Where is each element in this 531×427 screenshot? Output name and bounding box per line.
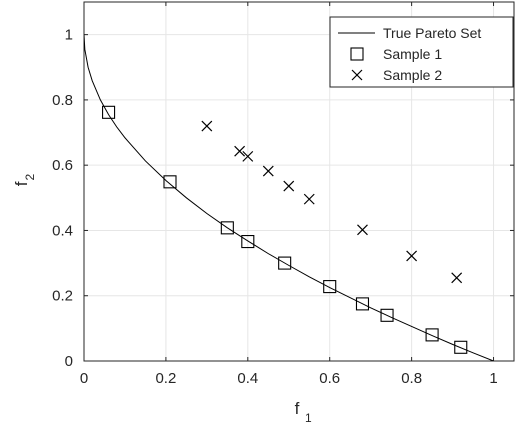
x-tick-label: 0.6 <box>319 370 340 387</box>
sample-1-point <box>323 280 337 294</box>
sample-2-point <box>234 145 246 157</box>
y-tick-label: 0.6 <box>52 157 73 174</box>
legend-box <box>329 16 514 88</box>
legend-label: Sample 1 <box>383 46 442 62</box>
legend: True Pareto Set Sample 1 Sample 2 <box>329 16 514 88</box>
legend-x-swatch <box>351 69 363 81</box>
sample-2-point <box>262 165 274 177</box>
sample-2-stroke <box>283 180 295 192</box>
sample-1-point <box>425 328 439 342</box>
pareto-line <box>84 34 494 361</box>
sample-2-point <box>242 150 254 162</box>
x-axis-label: f <box>295 399 300 418</box>
sample-1-point <box>454 340 468 354</box>
legend-x-stroke <box>351 69 363 81</box>
grid-lines <box>83 2 514 362</box>
y-tick-label: 0.8 <box>52 92 73 109</box>
sample-1-point <box>163 175 177 189</box>
sample-1-point <box>278 256 292 270</box>
y-axis-label-group: f2 <box>12 174 37 187</box>
x-tick-label: 0.2 <box>155 370 176 387</box>
sample-1-point <box>355 297 370 311</box>
sample-2-point <box>451 272 463 284</box>
sample-2-point <box>201 120 213 132</box>
axes-box <box>83 1 515 362</box>
sample-2-stroke <box>234 145 246 157</box>
y-tick-label: 0.4 <box>52 222 73 239</box>
y-axis-label-sub: 2 <box>23 174 37 181</box>
y-tick-label: 1 <box>65 27 73 44</box>
sample-2-stroke <box>451 272 463 284</box>
x-tick-label: 0.8 <box>401 370 422 387</box>
legend-label: Sample 2 <box>383 67 442 83</box>
sample-1-point <box>380 308 394 322</box>
y-tick-label: 0 <box>65 353 73 370</box>
sample-2-stroke <box>201 120 213 132</box>
x-tick-label: 0 <box>80 370 88 387</box>
y-tick-label: 0.2 <box>52 288 73 305</box>
sample-2-point <box>406 250 418 262</box>
x-axis-label-sub: 1 <box>305 411 312 425</box>
y-axis-label: f <box>12 181 31 186</box>
sample-2-point <box>283 180 295 192</box>
legend-label: True Pareto Set <box>383 25 481 41</box>
sample-2-point <box>303 193 315 205</box>
legend-square-swatch <box>350 47 364 61</box>
sample-1-point <box>102 105 116 119</box>
sample-2-stroke <box>242 150 254 162</box>
sample-2-stroke <box>357 224 368 236</box>
sample-1-point <box>220 221 234 235</box>
sample-2-stroke <box>303 193 315 205</box>
x-tick-label: 0.4 <box>237 370 258 387</box>
sample-2-stroke <box>406 250 418 262</box>
sample-1-point <box>241 235 255 249</box>
sample-2-stroke <box>262 165 274 177</box>
sample-2-point <box>357 224 368 236</box>
x-tick-label: 1 <box>489 370 497 387</box>
